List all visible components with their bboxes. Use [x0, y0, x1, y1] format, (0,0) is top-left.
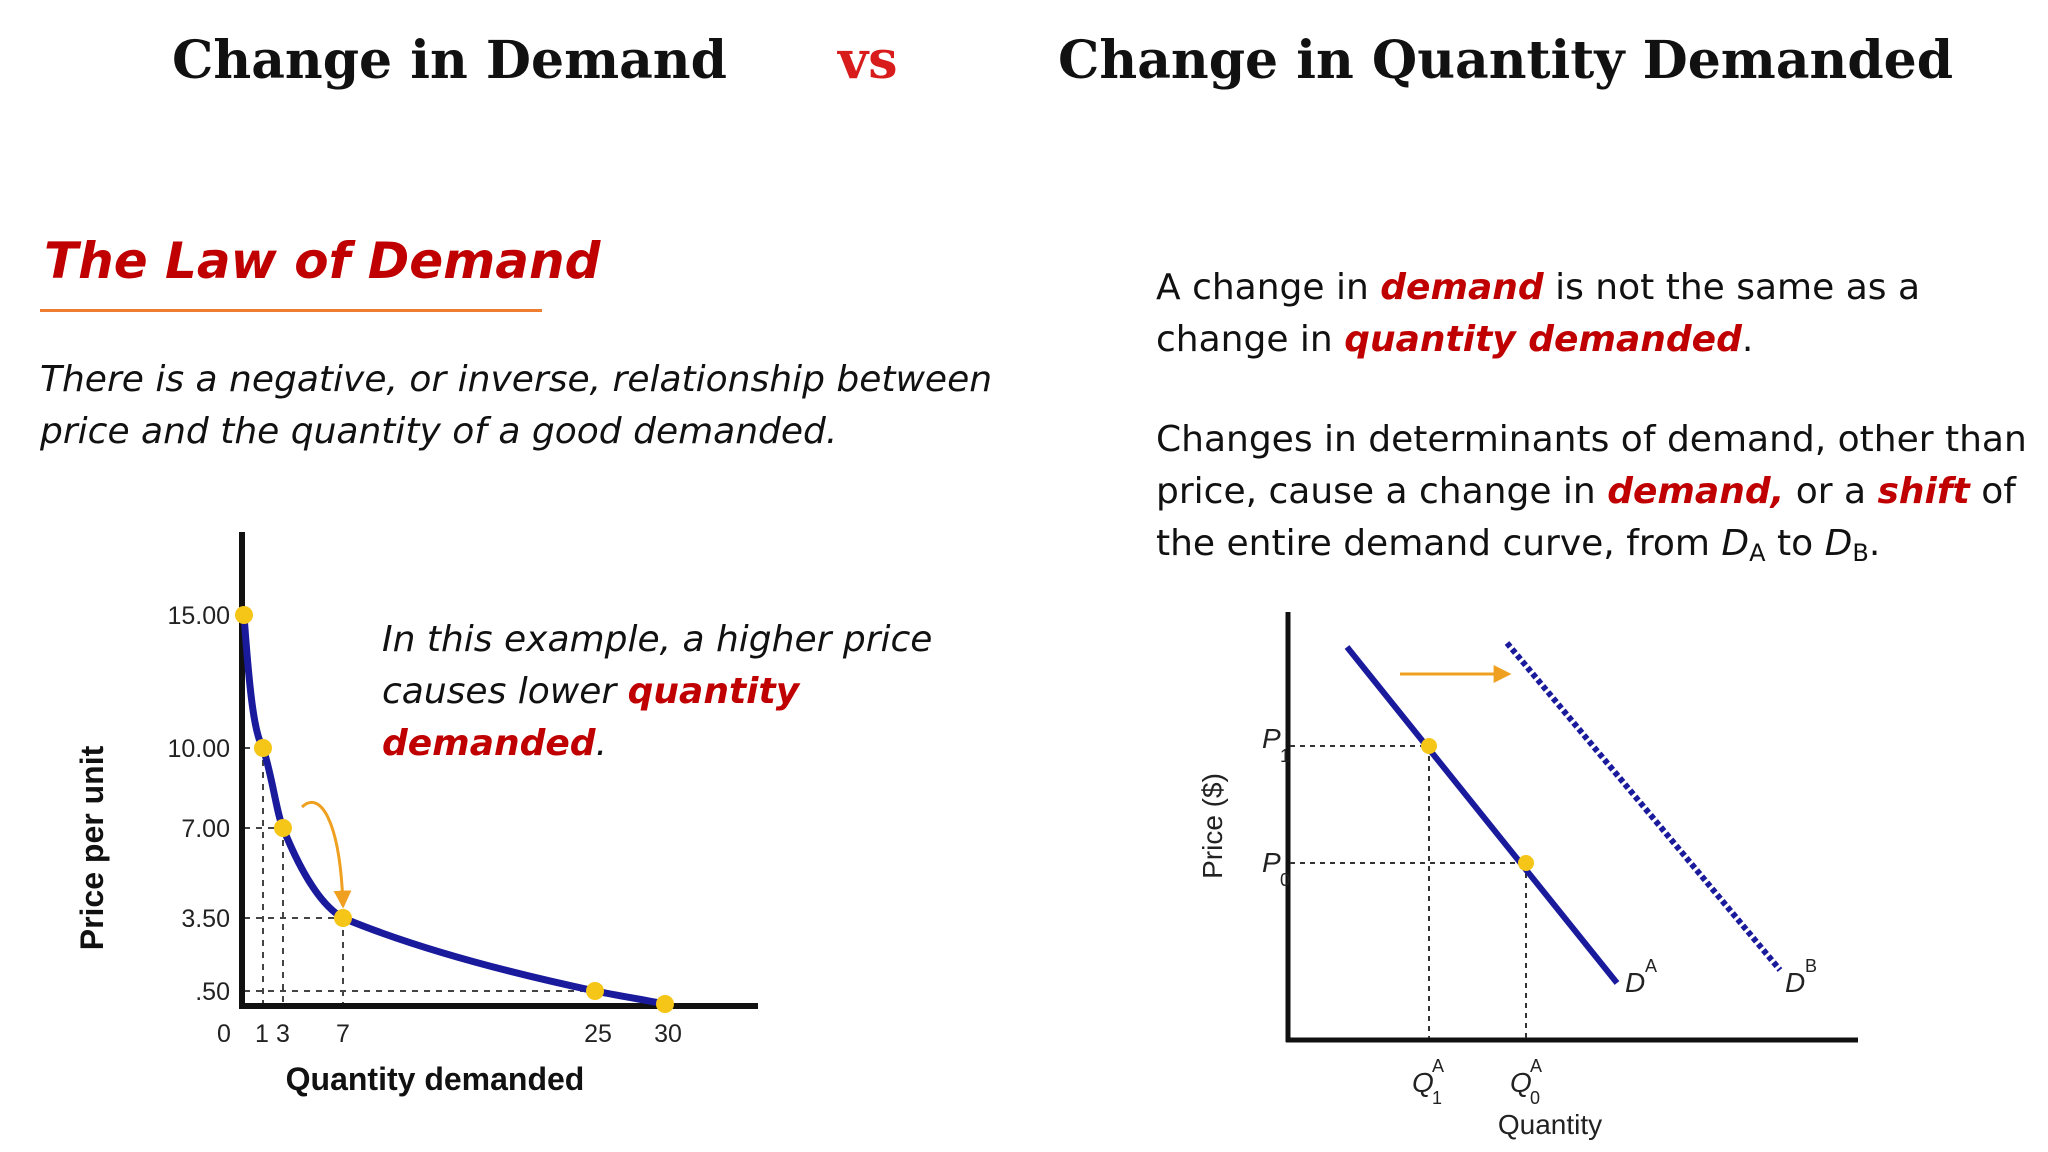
p2-sub-b: B [1852, 539, 1869, 567]
left-demand-curve [240, 611, 669, 1008]
p1-text-c: . [1741, 319, 1754, 360]
q1-superscript: A [1432, 1056, 1444, 1076]
p1-text-a: A change in [1156, 267, 1381, 308]
p2-demand: demand, [1607, 471, 1785, 512]
p2-text-a: Changes in determinants of demand, other… [1156, 419, 2027, 512]
right-paragraph-1: A change in demand is not the same as a … [1156, 262, 2036, 366]
p2-d-a: D [1721, 523, 1750, 564]
right-demand-shift-chart: P 1 P 0 Q A 1 Q A 0 D A D B Quantity Pri… [1197, 612, 1858, 1140]
p0-label: P [1262, 847, 1281, 878]
left-y-tick: 10.00 [167, 735, 230, 763]
left-y-tick: 7.00 [181, 815, 230, 843]
price-change-arrow [300, 801, 352, 909]
point-7 [274, 819, 292, 837]
left-x-tick: 7 [336, 1020, 350, 1048]
da-label: D [1625, 967, 1645, 998]
left-y-label: Price per unit [74, 745, 110, 950]
left-y-tick: 3.50 [181, 905, 230, 933]
p1-text-b: is not the same as a change in [1156, 267, 1921, 360]
q0-superscript: A [1530, 1056, 1542, 1076]
left-x-tick: 1 [255, 1020, 269, 1048]
point-15 [235, 606, 253, 624]
right-y-label: Price ($) [1197, 773, 1228, 879]
p1-demand: demand [1380, 267, 1544, 308]
law-of-demand-heading: The Law of Demand [44, 232, 601, 290]
q0-subscript: 0 [1530, 1088, 1540, 1108]
example-highlight: quantity demanded [382, 671, 800, 764]
p1-subscript: 1 [1280, 746, 1290, 766]
point-10 [254, 739, 272, 757]
q1-label: Q [1412, 1067, 1434, 1098]
left-curve-points [235, 606, 674, 1013]
left-guide-lines [244, 747, 596, 1006]
example-text: In this example, a higher price causes l… [382, 614, 1022, 770]
left-x-label: Quantity demanded [286, 1061, 585, 1097]
left-x-tick: 3 [276, 1020, 290, 1048]
p2-shift: shift [1877, 471, 1970, 512]
p1-quantity-demanded: quantity demanded [1344, 319, 1742, 360]
p1-label: P [1262, 723, 1281, 754]
right-x-label: Quantity [1498, 1109, 1602, 1140]
left-y-tick: 15.00 [167, 602, 230, 630]
left-x-tick: 25 [584, 1020, 612, 1048]
p2-sub-a: A [1749, 539, 1766, 567]
demand-curve-a [1344, 645, 1620, 985]
db-label: D [1785, 967, 1805, 998]
p2-to: to [1765, 523, 1825, 564]
vs-label: vs [838, 30, 898, 91]
right-guide-lines [1290, 745, 1527, 1038]
change-in-demand-title: Change in Demand [172, 30, 727, 91]
example-text-start: In this example, a higher price causes l… [382, 619, 933, 712]
q1-subscript: 1 [1432, 1088, 1442, 1108]
point-p1-q1 [1421, 738, 1437, 754]
p2-d-b: D [1824, 523, 1853, 564]
left-x-tick: 0 [217, 1020, 231, 1048]
da-superscript: A [1645, 956, 1657, 976]
point-30 [656, 995, 674, 1013]
db-superscript: B [1805, 956, 1817, 976]
p2-text-b: or a [1784, 471, 1878, 512]
point-p0-q0 [1518, 855, 1534, 871]
left-demand-chart: 15.00 10.00 7.00 3.50 .50 0 1 3 7 25 30 … [74, 532, 758, 1097]
change-in-quantity-demanded-title: Change in Quantity Demanded [1058, 30, 1954, 91]
p0-subscript: 0 [1280, 870, 1290, 890]
point-3-5 [334, 909, 352, 927]
heading-underline [40, 309, 542, 312]
q0-label: Q [1510, 1067, 1532, 1098]
law-of-demand-text: There is a negative, or inverse, relatio… [40, 359, 993, 452]
example-text-end: . [595, 723, 608, 764]
point-0-5 [586, 982, 604, 1000]
right-paragraph-2: Changes in determinants of demand, other… [1156, 414, 2036, 579]
title-row: Change in Demand vs Change in Quantity D… [0, 30, 2048, 100]
demand-curve-b [1504, 641, 1783, 972]
p2-text-c: of the entire demand curve, from [1156, 471, 2016, 564]
left-y-tick: .50 [195, 978, 230, 1006]
p2-end: . [1868, 523, 1881, 564]
left-x-tick: 30 [654, 1020, 682, 1048]
